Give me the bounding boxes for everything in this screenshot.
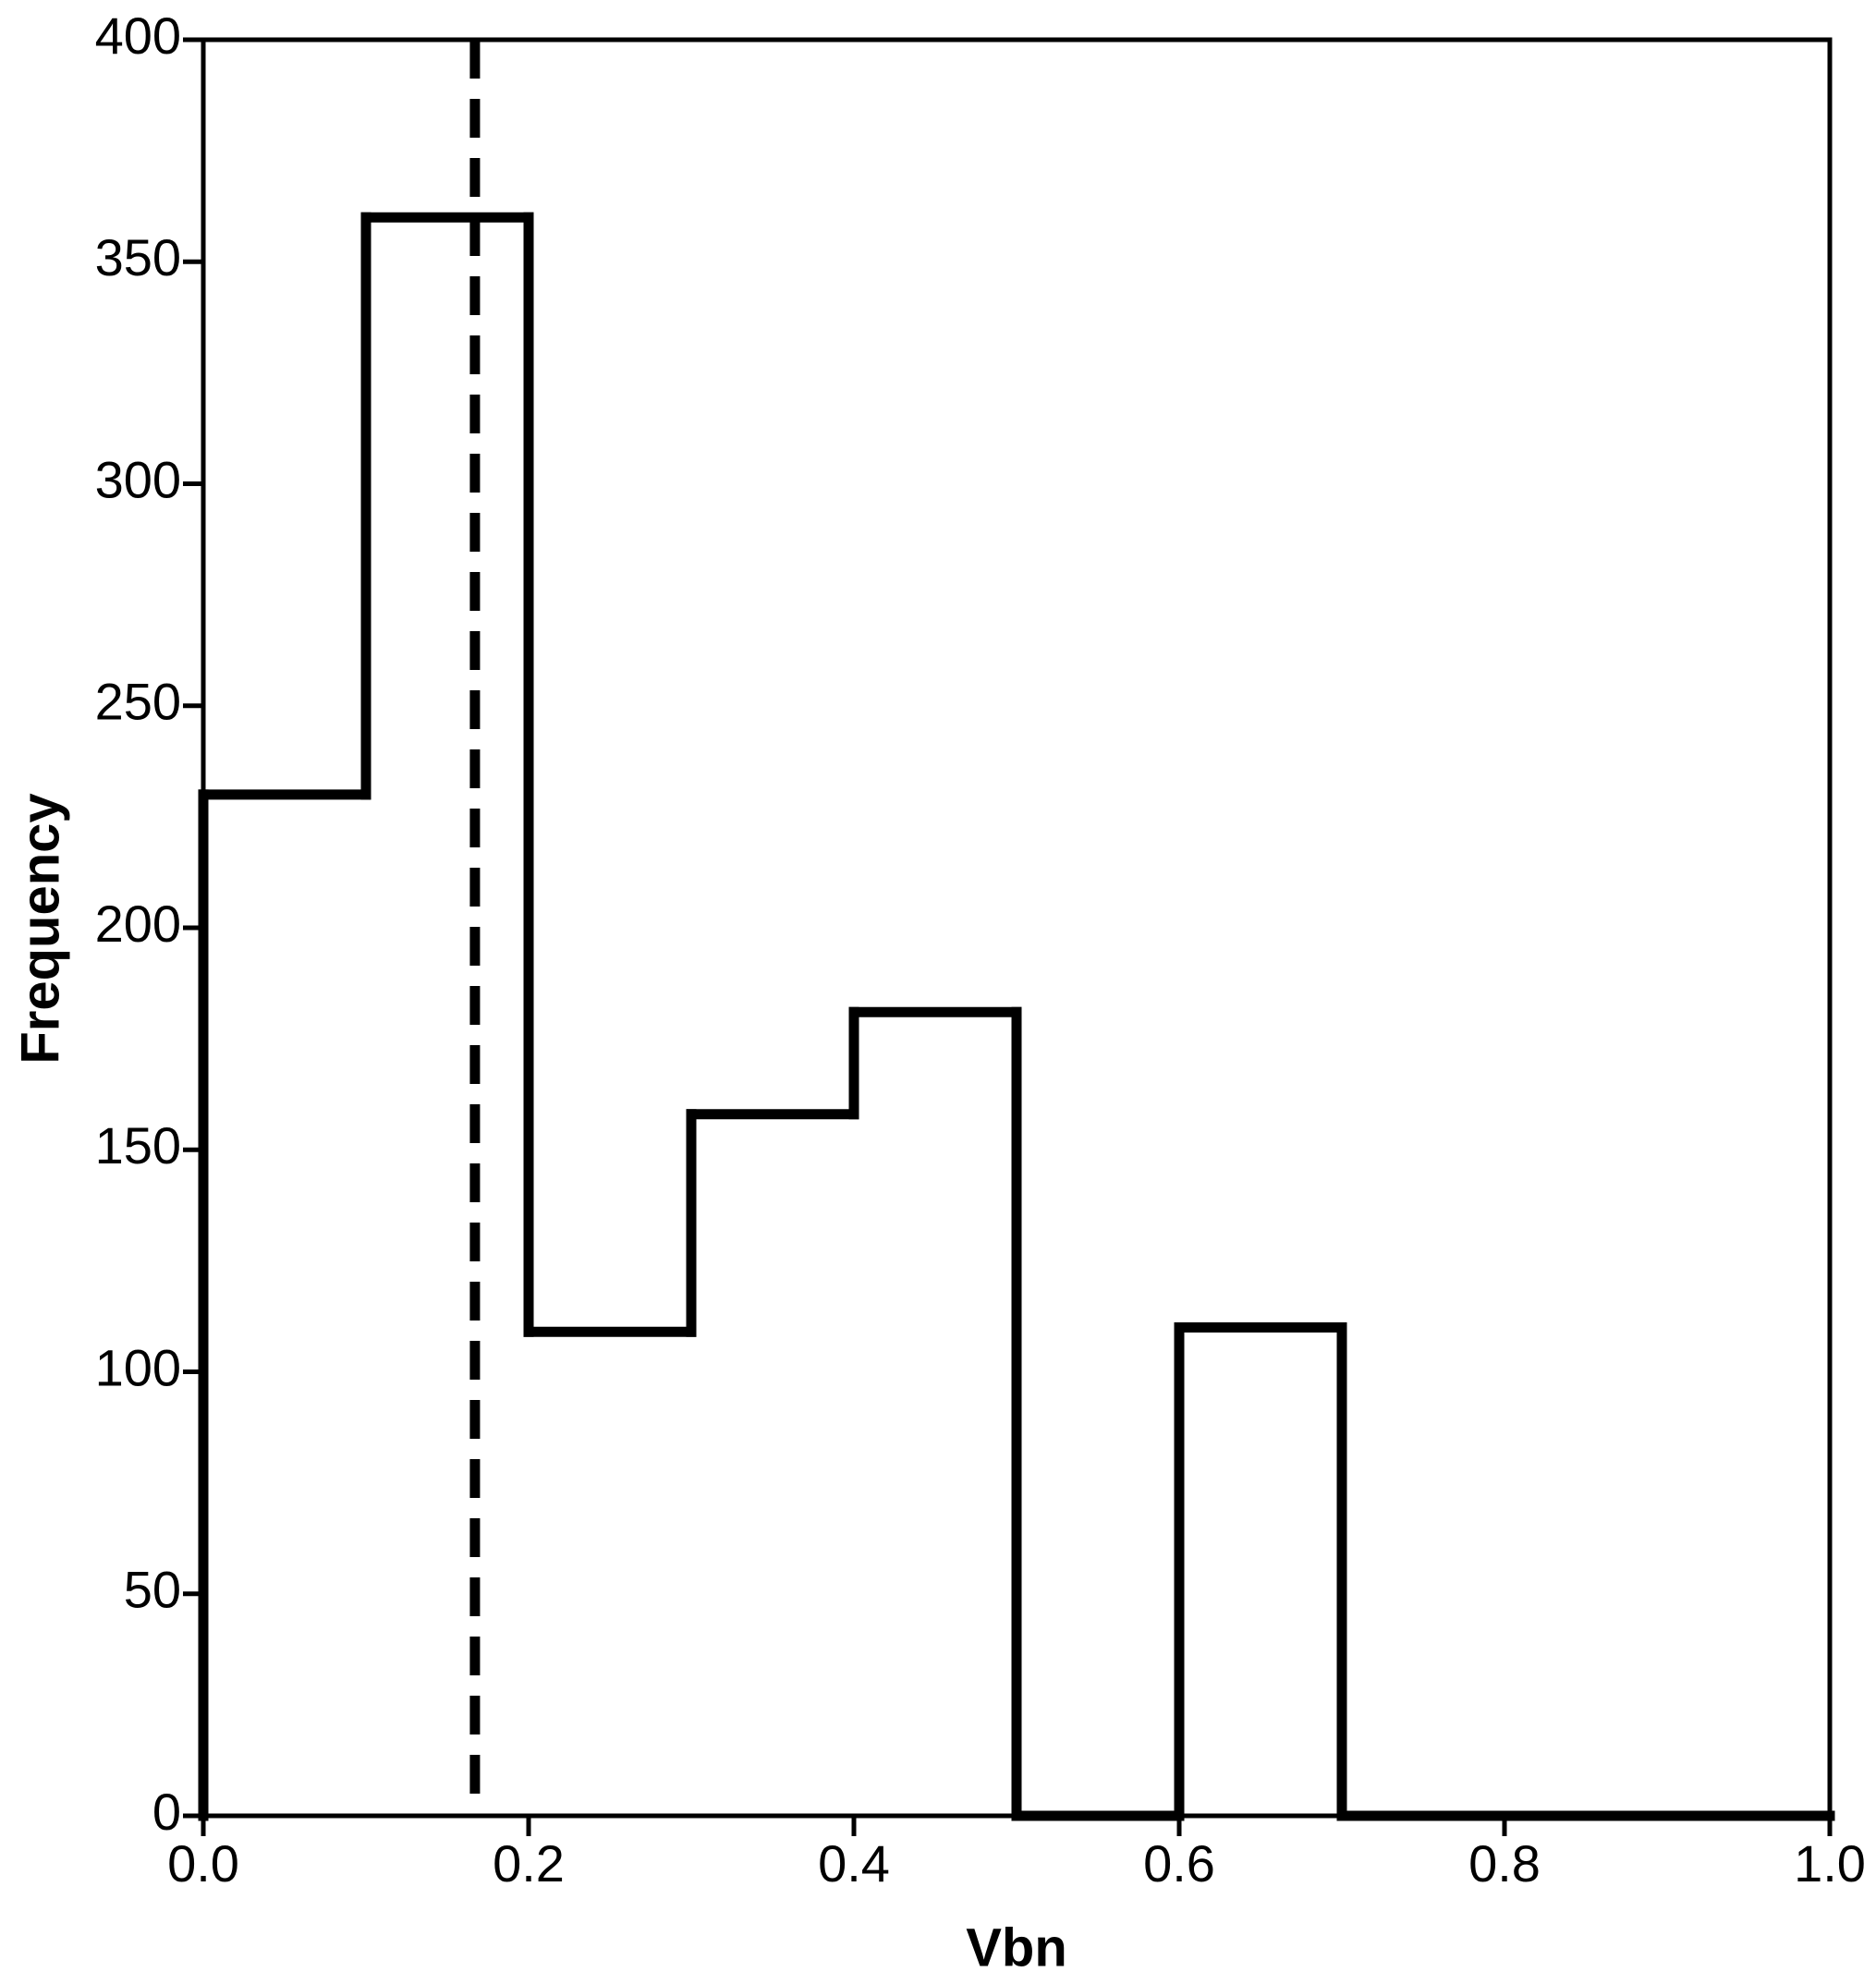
y-tick-label: 100 [95, 1338, 181, 1396]
y-tick-label: 150 [95, 1116, 181, 1175]
x-axis-title: Vbn [966, 1917, 1067, 1978]
y-tick-label: 0 [152, 1783, 181, 1841]
y-tick-label: 400 [95, 6, 181, 65]
x-tick-label: 1.0 [1794, 1834, 1866, 1893]
y-axis-title: Frequency [10, 793, 70, 1064]
x-tick-label: 0.0 [167, 1834, 239, 1893]
x-tick-label: 0.2 [493, 1834, 565, 1893]
y-tick-label: 50 [124, 1561, 181, 1619]
x-tick-label: 0.6 [1143, 1834, 1215, 1893]
y-tick-label: 300 [95, 450, 181, 508]
x-tick-label: 0.8 [1468, 1834, 1541, 1893]
x-tick-label: 0.4 [818, 1834, 890, 1893]
y-tick-label: 350 [95, 228, 181, 286]
y-tick-label: 200 [95, 895, 181, 953]
y-tick-label: 250 [95, 673, 181, 731]
